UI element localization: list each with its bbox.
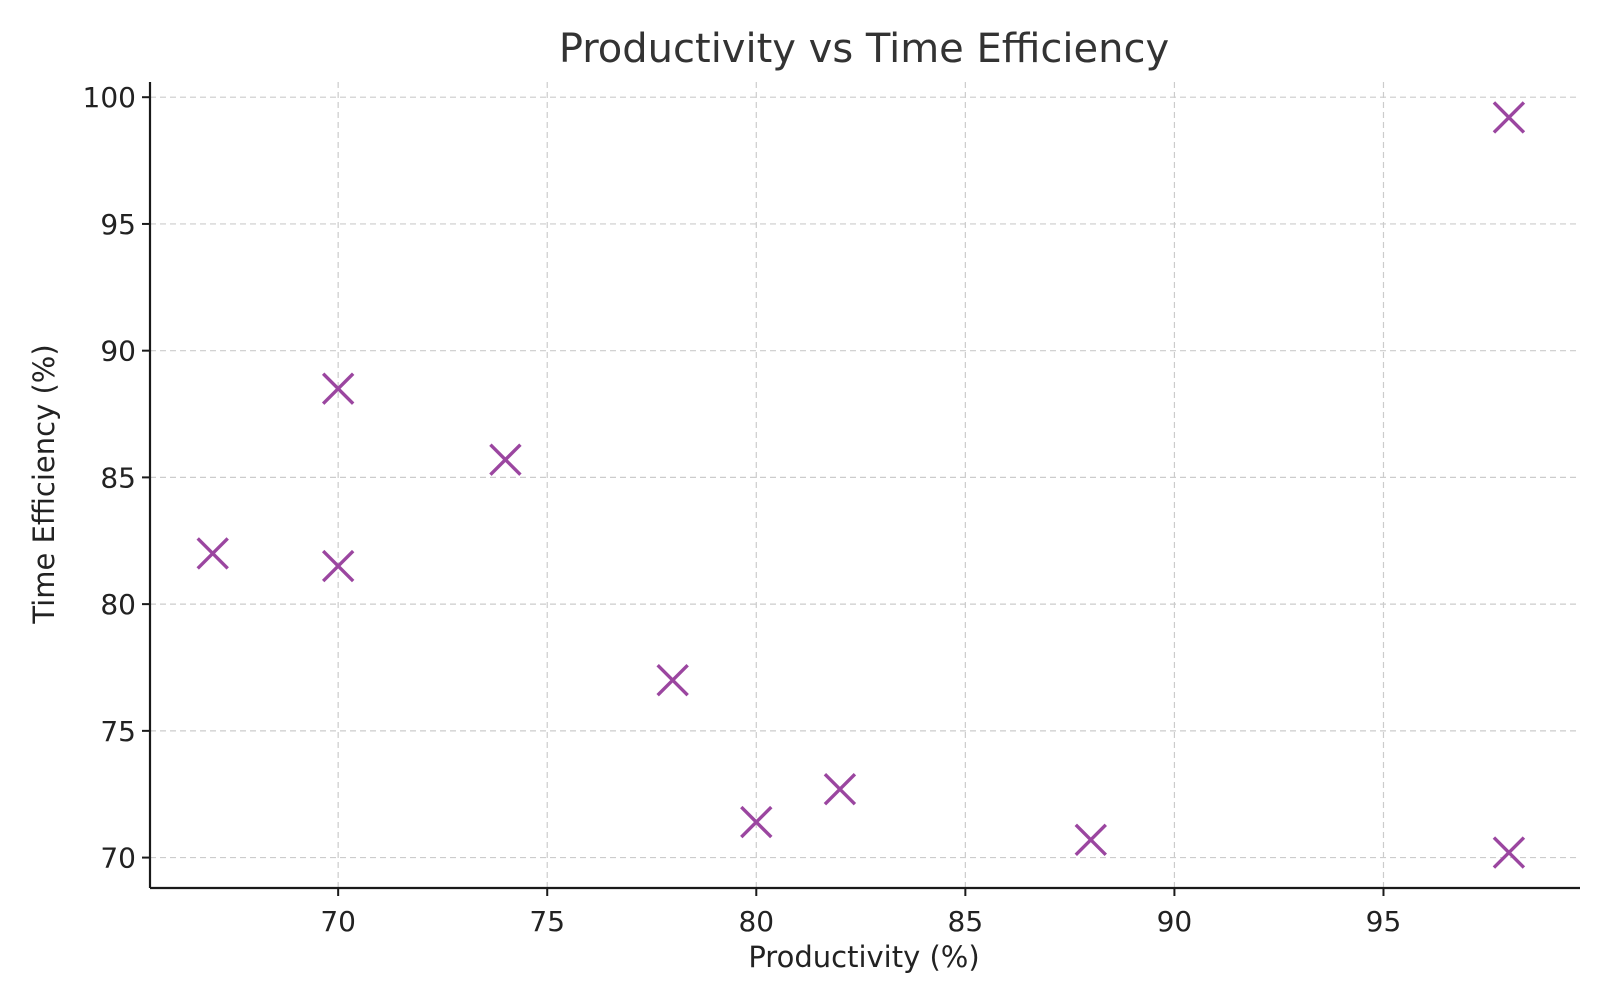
y-axis-label: Time Efficiency (%)	[27, 344, 61, 624]
y-tick-label: 75	[100, 715, 136, 748]
data-points	[196, 101, 1526, 869]
data-point	[196, 537, 229, 570]
x-ticks: 70 75 80 85 90 95	[320, 888, 1401, 938]
x-tick-label: 75	[529, 905, 565, 938]
data-point	[321, 372, 355, 405]
y-tick-label: 85	[100, 461, 136, 494]
data-point	[489, 443, 522, 476]
y-ticks: 70 75 80 85 90 95 100	[83, 81, 150, 875]
data-point	[740, 805, 773, 839]
y-tick-label: 95	[100, 208, 136, 241]
x-tick-label: 80	[738, 905, 774, 938]
data-point	[1492, 836, 1526, 869]
y-tick-label: 100	[83, 81, 136, 114]
data-point	[823, 772, 857, 806]
x-tick-label: 95	[1366, 905, 1402, 938]
data-point	[1074, 823, 1107, 857]
x-tick-label: 90	[1157, 905, 1193, 938]
data-point	[1492, 101, 1526, 134]
x-tick-label: 70	[320, 905, 356, 938]
axes	[148, 82, 1580, 890]
y-tick-label: 90	[100, 335, 136, 368]
x-axis-label: Productivity (%)	[748, 940, 979, 974]
y-tick-label: 70	[100, 842, 136, 875]
data-point	[321, 549, 355, 583]
y-tick-label: 80	[100, 588, 136, 621]
chart-title: Productivity vs Time Efficiency	[559, 26, 1169, 72]
grid	[150, 82, 1580, 888]
x-tick-label: 85	[948, 905, 984, 938]
data-point	[656, 663, 689, 697]
